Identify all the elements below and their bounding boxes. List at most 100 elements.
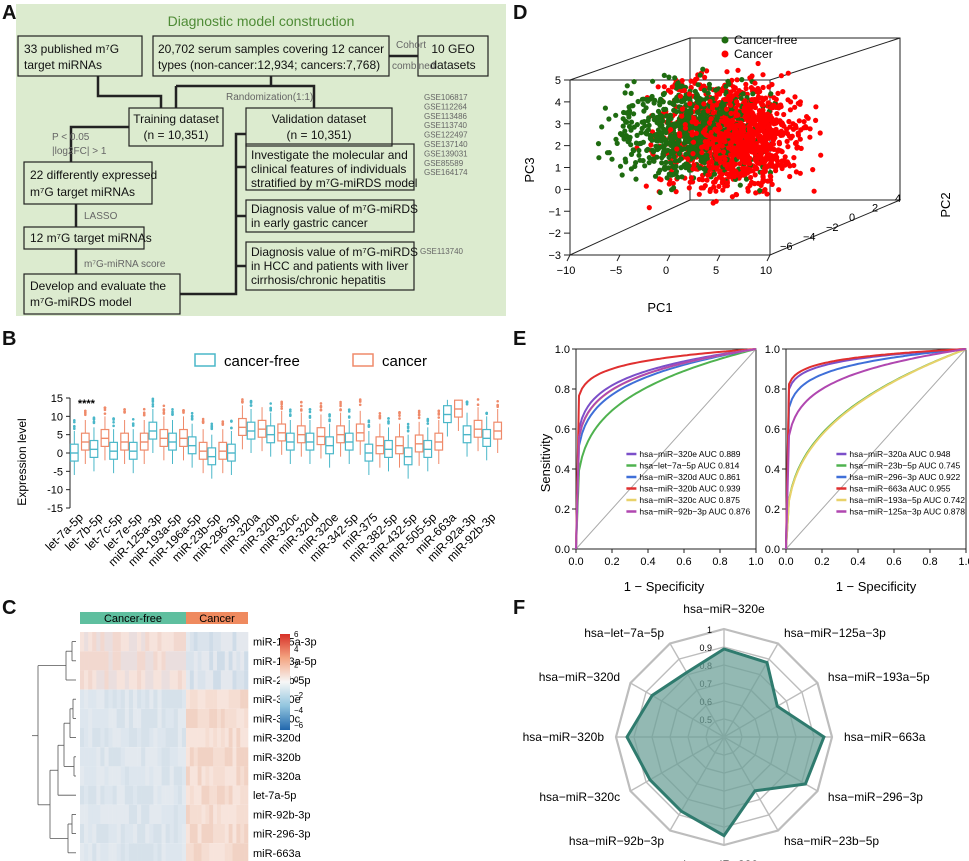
heatmap-cell (236, 651, 241, 671)
heatmap-cell (100, 843, 105, 861)
pca-point-cancer (682, 125, 689, 131)
radar-axis-label: hsa−miR−296−3p (828, 790, 923, 804)
heatmap-cell (169, 843, 175, 861)
pca-point-cancer (668, 89, 674, 95)
heatmap-cell (236, 708, 241, 728)
pca-point-cancer (764, 154, 770, 160)
heatmap-cell (88, 651, 93, 671)
roc-curve (785, 348, 967, 550)
pca-point-cancer (738, 125, 744, 131)
heatmap-cell (201, 843, 206, 861)
heatmap-cell (141, 804, 146, 824)
pca-xtick (566, 254, 571, 262)
heatmap-cell (240, 804, 245, 824)
pca-point-cancer (764, 191, 770, 197)
heatmap-cell (108, 747, 113, 767)
heatmap-cell (141, 766, 146, 786)
pca-point-cancer-free (702, 153, 708, 159)
box-outlier (151, 397, 155, 401)
heatmap-cell (149, 747, 154, 767)
heatmap-cell (161, 766, 166, 786)
box-outlier (103, 412, 107, 415)
pca-point-cancer (713, 102, 720, 108)
heatmap-cell (244, 670, 249, 690)
heatmap-cell (213, 670, 218, 690)
box-outlier (358, 403, 362, 407)
pca-point-cancer (712, 179, 718, 185)
heatmap-cell (80, 670, 85, 690)
pca-point-cancer-free (631, 79, 637, 85)
heatmap-cell (236, 824, 241, 844)
radar-chart: 0.50.60.70.80.91 hsa−miR−320ehsa−miR−125… (523, 602, 930, 861)
heatmap-cell (240, 651, 245, 671)
heatmap-cell (124, 766, 130, 786)
heatmap-cell (128, 843, 134, 861)
pca-ytick-label: 2 (872, 203, 878, 215)
heatmap-cell (145, 632, 150, 652)
pca-point-cancer (713, 165, 719, 171)
box-outlier (347, 416, 351, 419)
heatmap-cell (104, 728, 109, 748)
pca-point-cancer (679, 113, 685, 119)
heatmap-cell (128, 708, 134, 728)
pca-xtick-label: 10 (760, 265, 772, 277)
heatmap-cell (244, 766, 249, 786)
box-outlier (417, 416, 421, 420)
pca-point-cancer-free (646, 115, 652, 121)
box-outlier (387, 417, 390, 420)
box-outlier (465, 402, 469, 406)
heatmap-cell (133, 651, 138, 671)
pca-point-cancer-free (673, 85, 679, 91)
heatmap-cell (169, 766, 175, 786)
heatmap-cell (209, 651, 214, 671)
pca-point-cancer-free (652, 132, 658, 138)
pca-point-cancer-free (638, 130, 644, 136)
heatmap-cell (161, 689, 166, 709)
heatmap-cell (169, 747, 175, 767)
pca-point-cancer (694, 104, 700, 110)
pca-point-cancer (666, 181, 672, 187)
pca-point-cancer-free (671, 154, 677, 160)
pca-point-cancer-free (694, 92, 700, 98)
pca-point-cancer-free (717, 111, 723, 117)
pca-point-cancer (775, 90, 781, 96)
pca-point-cancer-free (671, 142, 677, 148)
heatmap-cell (80, 728, 85, 748)
pca-point-cancer-free (713, 87, 719, 93)
heatmap-cell (181, 651, 187, 671)
heatmap-cell (169, 670, 175, 690)
heatmap-cell (88, 689, 93, 709)
pca-point-cancer-free (685, 132, 691, 138)
heatmap-cell (205, 824, 210, 844)
heatmap-cell (228, 670, 233, 690)
heatmap-cell (177, 766, 183, 786)
pca-point-cancer (786, 118, 792, 125)
heatmap-cell (169, 632, 175, 652)
heatmap-cell (96, 689, 101, 709)
pca-point-cancer (718, 118, 724, 124)
pca-point-cancer (744, 111, 750, 117)
box-outlier (426, 422, 430, 425)
radar-tick-label: 1 (707, 625, 712, 635)
pca-xtick-label: −10 (557, 265, 576, 277)
heatmap-cell (201, 766, 206, 786)
pca-xtick (716, 254, 721, 262)
ytick-label: 0 (57, 448, 63, 460)
box-outlier (103, 406, 107, 410)
heatmap-cell (169, 728, 175, 748)
roc-xtick-label: 0.8 (712, 556, 727, 568)
pca-point-cancer (759, 112, 765, 119)
box-gastric-line1: Diagnosis value of m⁷G-miRDS (251, 202, 418, 216)
heatmap-cell (80, 708, 85, 728)
heatmap-cell (88, 632, 93, 652)
pca-point-cancer (762, 187, 768, 193)
pca-point-cancer (730, 163, 736, 169)
heatmap-cell (197, 804, 202, 824)
heatmap-cell (124, 670, 130, 690)
pca-point-cancer (793, 124, 799, 130)
pca-point-cancer (779, 158, 785, 164)
box-outlier (328, 413, 331, 417)
box-outlier (319, 408, 323, 412)
pca-point-cancer-free (672, 75, 678, 81)
heatmap-cell (244, 689, 249, 709)
